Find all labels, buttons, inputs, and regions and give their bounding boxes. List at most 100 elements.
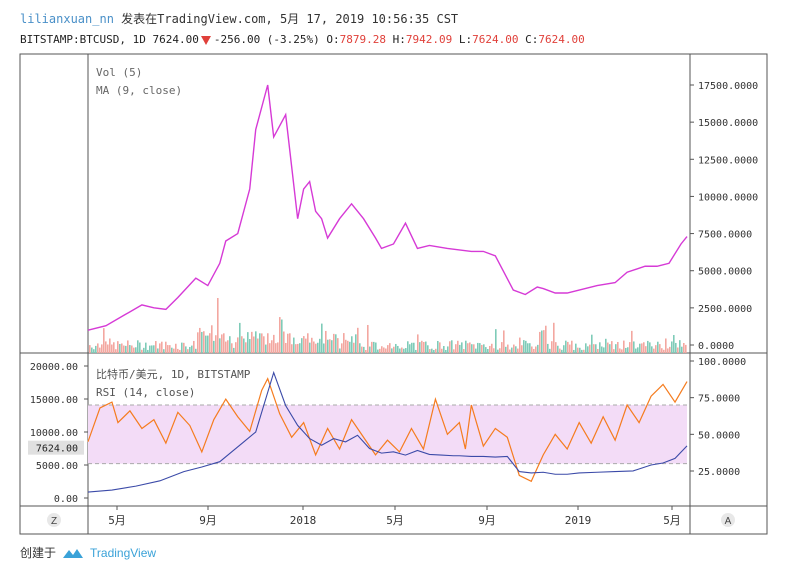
volume-bar (309, 342, 311, 353)
volume-bar (237, 337, 239, 353)
volume-bar (629, 342, 631, 353)
volume-bar (541, 330, 543, 353)
high-label: H: (392, 33, 406, 46)
volume-bar (573, 349, 575, 353)
volume-bar (633, 341, 635, 353)
volume-bar (581, 349, 583, 353)
volume-bar (487, 349, 489, 353)
rsi-y-tick-label: 25.0000 (698, 467, 740, 478)
volume-bar (587, 346, 589, 353)
volume-bar (247, 332, 249, 353)
volume-bar (103, 328, 105, 353)
volume-bar (109, 338, 111, 353)
volume-bar (579, 347, 581, 353)
volume-bar (213, 340, 215, 353)
chart-frame (19, 53, 768, 535)
volume-bar (485, 347, 487, 353)
x-tick-label: 2019 (565, 514, 592, 527)
volume-bar (349, 341, 351, 353)
volume-bar (449, 341, 451, 353)
axis-labels: 17500.0000 15000.0000 12500.0000 10000.0000… (28, 66, 758, 527)
x-tick-label: 5月 (108, 514, 126, 527)
volume-bar (685, 344, 687, 353)
author-link[interactable]: lilianxuan_nn (20, 12, 114, 26)
open-value: 7879.28 (339, 33, 387, 46)
volume-bar (167, 345, 169, 353)
tradingview-brand[interactable]: TradingView (90, 545, 157, 560)
volume-bar (205, 335, 207, 353)
volume-bar (303, 336, 305, 353)
volume-bar (641, 343, 643, 353)
volume-bar (197, 332, 199, 353)
volume-bar (529, 343, 531, 353)
volume-bar (563, 345, 565, 353)
volume-bar (327, 339, 329, 353)
volume-bar (269, 343, 271, 353)
volume-bar (601, 346, 603, 353)
volume-bar (671, 341, 673, 353)
volume-bar (501, 342, 503, 353)
auto-a-button[interactable]: A (721, 513, 735, 527)
volume-bar (499, 348, 501, 353)
volume-bar (371, 341, 373, 353)
volume-bar (217, 298, 219, 353)
volume-bar (101, 344, 103, 353)
volume-bar (615, 344, 617, 353)
volume-bar (475, 348, 477, 353)
price-tag-label: 7624.00 (36, 444, 78, 455)
volume-bar (599, 342, 601, 353)
volume-bar (193, 340, 195, 353)
volume-bar (427, 345, 429, 353)
high-value: 7942.09 (405, 33, 453, 46)
volume-bar (287, 333, 289, 353)
volume-bar (259, 333, 261, 353)
volume-bar (365, 349, 367, 353)
volume-bar (441, 348, 443, 353)
volume-bar (681, 346, 683, 353)
auto-a-label: A (725, 516, 732, 527)
volume-bar (243, 338, 245, 353)
volume-bar (329, 339, 331, 353)
volume-bar (647, 340, 649, 353)
volume-bar (257, 338, 259, 353)
top-y-tick-label: 2500.0000 (698, 304, 752, 315)
volume-bar (279, 317, 281, 353)
volume-bar (187, 349, 189, 353)
volume-bar (663, 349, 665, 353)
volume-bar (385, 348, 387, 353)
volume-bar (437, 340, 439, 353)
zoom-z-button[interactable]: Z (47, 513, 61, 527)
volume-bar (133, 347, 135, 353)
volume-bar (469, 342, 471, 353)
volume-bar (171, 347, 173, 353)
volume-bar (477, 342, 479, 353)
volume-bar (89, 345, 91, 353)
volume-bar (405, 348, 407, 353)
volume-bar (543, 330, 545, 353)
volume-bar (451, 340, 453, 353)
volume-bar (155, 341, 157, 353)
volume-bar (293, 337, 295, 353)
volume-bar (409, 344, 411, 353)
volume-bar (483, 344, 485, 353)
volume-bar (679, 340, 681, 353)
volume-bar (97, 343, 99, 353)
volume-bar (517, 348, 519, 353)
volume-bar (239, 322, 241, 353)
volume-bar (341, 343, 343, 353)
volume-bar (511, 347, 513, 353)
volume-bar (565, 340, 567, 353)
volume-bar (551, 341, 553, 353)
volume-bar (667, 348, 669, 353)
volume-bar (677, 347, 679, 353)
volume-bar (657, 341, 659, 353)
low-label: L: (458, 33, 473, 46)
volume-bar (275, 343, 277, 353)
volume-bar (549, 348, 551, 353)
zoom-z-label: Z (51, 516, 57, 527)
volume-bar (653, 348, 655, 353)
volume-bar (491, 343, 493, 353)
volume-bars (89, 298, 687, 353)
volume-bar (527, 343, 529, 353)
